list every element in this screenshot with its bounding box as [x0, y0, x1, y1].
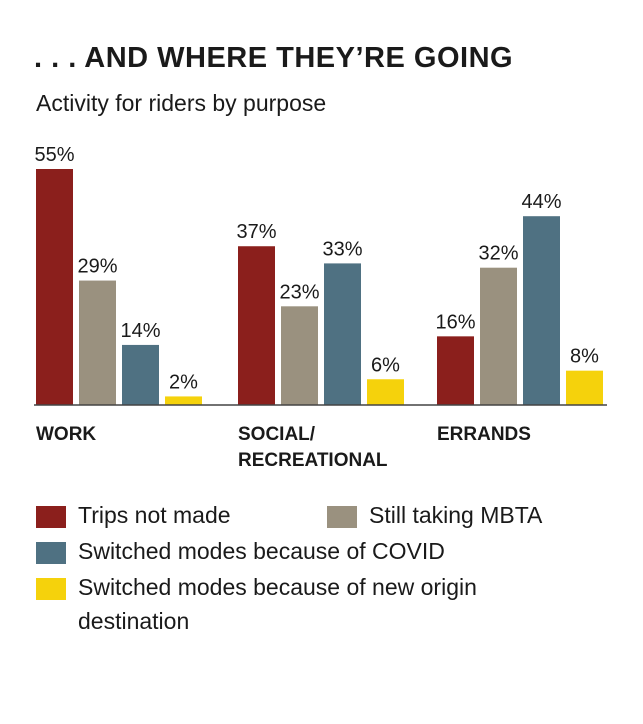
- legend-label: Switched modes because of COVID: [78, 538, 445, 564]
- legend-label: Still taking MBTA: [369, 502, 543, 528]
- data-label: 44%: [521, 191, 561, 213]
- data-label: 55%: [34, 144, 74, 166]
- legend-swatch: [36, 506, 66, 528]
- data-label: 6%: [371, 354, 400, 376]
- bar: [480, 267, 517, 405]
- legend-item-still-taking-mbta: Still taking MBTA: [327, 502, 542, 532]
- legend-item-switched-new-origin: Switched modes because of new origin des…: [36, 574, 576, 638]
- data-label: 14%: [120, 320, 160, 342]
- data-label: 16%: [435, 311, 475, 333]
- bar: [324, 263, 361, 405]
- data-label: 8%: [570, 346, 599, 368]
- legend-item-switched-covid: Switched modes because of COVID: [36, 538, 445, 568]
- data-label: 23%: [279, 281, 319, 303]
- legend-swatch: [327, 506, 357, 528]
- bar: [437, 336, 474, 405]
- data-label: 29%: [77, 256, 117, 278]
- bar: [122, 344, 159, 405]
- bar: [281, 306, 318, 405]
- bar: [165, 396, 202, 405]
- legend-swatch: [36, 578, 66, 600]
- category-label: RECREATIONAL: [238, 450, 388, 471]
- bar: [367, 379, 404, 405]
- legend-label: Switched modes because of new origin des…: [78, 574, 477, 634]
- bar: [238, 246, 275, 405]
- legend-item-trips-not-made: Trips not made: [36, 502, 231, 532]
- category-label: WORK: [36, 424, 96, 445]
- bar-chart: 55% 29% 14% 2% WORK 37% 23%33% 6% SOCIAL/RECREAT…: [34, 144, 607, 471]
- data-label: 2%: [169, 371, 198, 393]
- data-label: 32%: [478, 243, 518, 265]
- chart-subtitle: Activity for riders by purpose: [36, 90, 327, 116]
- bar: [79, 280, 116, 405]
- data-label: 37%: [236, 221, 276, 243]
- bar: [36, 169, 73, 405]
- category-label: ERRANDS: [437, 424, 531, 445]
- legend-swatch: [36, 542, 66, 564]
- bar: [523, 216, 560, 405]
- category-label: SOCIAL/: [238, 424, 316, 445]
- data-label: 33%: [322, 238, 362, 260]
- legend-label: Trips not made: [78, 502, 231, 528]
- bar: [566, 370, 603, 405]
- chart-title: . . . AND WHERE THEY’RE GOING: [34, 42, 514, 74]
